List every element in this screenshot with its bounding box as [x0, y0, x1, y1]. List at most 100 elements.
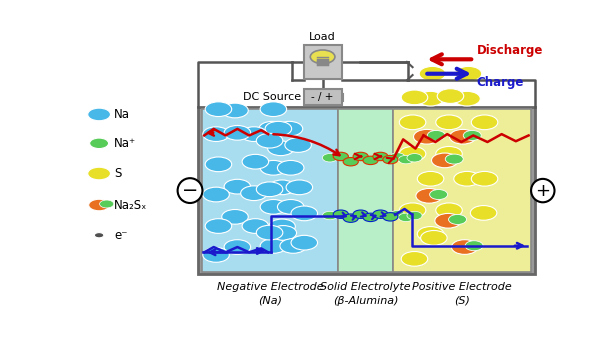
Circle shape — [414, 129, 440, 144]
Circle shape — [291, 235, 318, 250]
Circle shape — [323, 211, 337, 220]
Circle shape — [436, 203, 463, 218]
Circle shape — [241, 186, 267, 201]
Circle shape — [269, 219, 295, 234]
Text: (S): (S) — [454, 296, 470, 306]
Circle shape — [373, 152, 388, 161]
Circle shape — [286, 180, 313, 195]
Circle shape — [419, 66, 446, 81]
Circle shape — [448, 214, 467, 224]
Circle shape — [268, 141, 294, 155]
Circle shape — [407, 211, 422, 220]
Circle shape — [269, 180, 295, 195]
Circle shape — [205, 219, 232, 233]
Circle shape — [310, 50, 335, 64]
Circle shape — [435, 213, 461, 228]
Circle shape — [407, 153, 422, 162]
Circle shape — [452, 240, 478, 254]
Bar — [393, 109, 531, 272]
Circle shape — [401, 252, 428, 266]
Circle shape — [430, 190, 448, 199]
Circle shape — [420, 231, 447, 245]
Circle shape — [431, 153, 458, 168]
Text: (β-Alumina): (β-Alumina) — [333, 296, 398, 306]
Circle shape — [400, 115, 426, 130]
Circle shape — [455, 66, 481, 81]
Circle shape — [436, 147, 463, 161]
Circle shape — [203, 127, 229, 142]
Circle shape — [222, 209, 248, 224]
Circle shape — [437, 89, 464, 103]
Circle shape — [259, 121, 285, 136]
Circle shape — [270, 225, 296, 240]
Circle shape — [205, 102, 232, 117]
Circle shape — [94, 233, 104, 238]
Text: Na⁺: Na⁺ — [114, 137, 136, 150]
Circle shape — [260, 239, 287, 253]
Circle shape — [260, 161, 287, 175]
Text: Na₂Sₓ: Na₂Sₓ — [114, 198, 148, 211]
Circle shape — [242, 219, 269, 233]
Circle shape — [450, 129, 476, 144]
Text: Discharge: Discharge — [477, 44, 543, 57]
Circle shape — [257, 182, 283, 197]
Circle shape — [265, 121, 291, 136]
Circle shape — [398, 213, 414, 222]
Circle shape — [89, 199, 109, 211]
Text: DC Source: DC Source — [243, 92, 301, 102]
Circle shape — [277, 161, 304, 175]
Circle shape — [257, 225, 283, 240]
Circle shape — [373, 210, 388, 219]
Text: - / +: - / + — [312, 92, 334, 102]
Circle shape — [470, 206, 497, 220]
Text: Na: Na — [114, 108, 130, 121]
Circle shape — [353, 152, 368, 161]
Circle shape — [224, 240, 251, 254]
Circle shape — [417, 172, 444, 186]
Circle shape — [241, 127, 267, 142]
Circle shape — [203, 187, 229, 202]
Text: e⁻: e⁻ — [114, 229, 128, 242]
Circle shape — [203, 248, 229, 262]
Circle shape — [471, 172, 498, 186]
Circle shape — [333, 210, 348, 219]
Circle shape — [436, 115, 463, 130]
Text: Load: Load — [309, 32, 336, 42]
Circle shape — [242, 154, 269, 169]
Circle shape — [260, 102, 287, 117]
Circle shape — [463, 131, 481, 140]
Circle shape — [224, 125, 251, 140]
Text: Solid Electrolyte: Solid Electrolyte — [320, 282, 411, 293]
Circle shape — [400, 147, 426, 161]
Circle shape — [224, 179, 251, 194]
Circle shape — [471, 115, 498, 130]
Text: Negative Electrode: Negative Electrode — [217, 282, 323, 293]
Circle shape — [445, 154, 463, 164]
Circle shape — [280, 239, 307, 253]
Circle shape — [257, 133, 283, 148]
Circle shape — [390, 153, 405, 161]
Circle shape — [88, 108, 111, 121]
Circle shape — [383, 155, 398, 164]
Circle shape — [401, 90, 428, 105]
Circle shape — [353, 210, 368, 219]
Circle shape — [465, 241, 483, 251]
Text: (Na): (Na) — [258, 296, 282, 306]
Circle shape — [363, 156, 378, 165]
Circle shape — [323, 153, 337, 162]
Circle shape — [285, 138, 312, 152]
Circle shape — [390, 210, 405, 219]
Circle shape — [333, 152, 348, 161]
Circle shape — [454, 91, 480, 106]
Circle shape — [291, 206, 318, 221]
Circle shape — [100, 200, 114, 208]
Bar — [198, 107, 535, 274]
Circle shape — [90, 138, 109, 149]
Circle shape — [400, 203, 426, 218]
Bar — [304, 45, 342, 79]
Circle shape — [417, 226, 444, 241]
Text: Positive Electrode: Positive Electrode — [412, 282, 512, 293]
Circle shape — [276, 121, 302, 136]
Circle shape — [416, 189, 442, 203]
Circle shape — [88, 167, 111, 180]
